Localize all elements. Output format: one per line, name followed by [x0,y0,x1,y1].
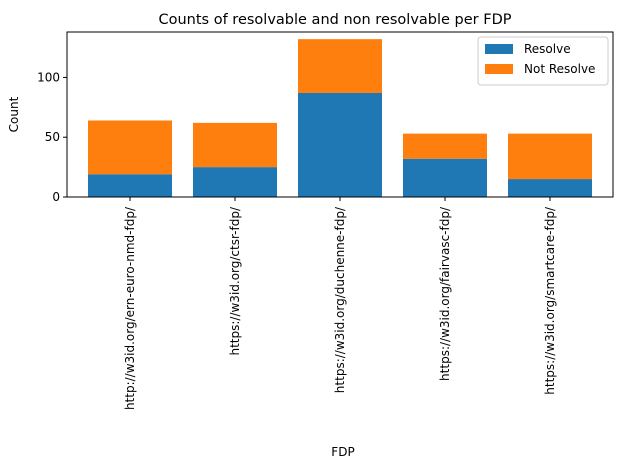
bar-resolve [508,179,592,197]
bar-resolve [403,158,487,197]
x-tick-label: https://w3id.org/ctsr-fdp/ [228,206,242,355]
y-tick-label: 0 [52,190,60,204]
bar-not-resolve [193,122,277,168]
bar-resolve [298,92,382,197]
bar-not-resolve [298,39,382,93]
x-axis-label: FDP [331,445,354,459]
x-tick-label: https://w3id.org/fairvasc-fdp/ [438,206,452,381]
x-tick-label: https://w3id.org/duchenne-fdp/ [333,206,347,393]
chart-title: Counts of resolvable and non resolvable … [159,12,512,28]
y-axis-label: Count [7,96,21,132]
bar-not-resolve [88,120,172,175]
plot-frame [66,31,614,198]
legend-label: Resolve [524,42,571,56]
x-tick-label: http://w3id.org/ern-euro-nmd-fdp/ [123,206,137,410]
bars-group [88,39,592,197]
x-tick-label: https://w3id.org/smartcare-fdp/ [543,206,557,395]
y-tick-label: 100 [37,70,60,84]
legend-swatch [485,64,513,74]
legend-swatch [485,44,513,54]
bar-not-resolve [508,133,592,180]
y-tick-label: 50 [45,130,60,144]
legend: Resolve Not Resolve [477,36,609,86]
bar-resolve [193,167,277,197]
x-axis: http://w3id.org/ern-euro-nmd-fdp/https:/… [123,197,557,410]
bar-resolve [88,174,172,197]
y-axis: 0 50 100 [37,70,67,204]
bar-not-resolve [403,133,487,159]
legend-label: Not Resolve [524,62,595,76]
